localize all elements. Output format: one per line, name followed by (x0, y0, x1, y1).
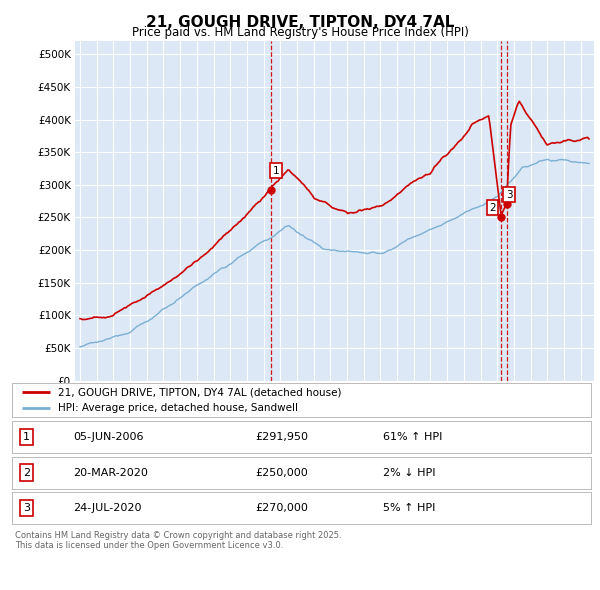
Text: 61% ↑ HPI: 61% ↑ HPI (383, 432, 442, 442)
Text: £291,950: £291,950 (255, 432, 308, 442)
Text: 3: 3 (506, 189, 512, 199)
Text: 20-MAR-2020: 20-MAR-2020 (73, 468, 148, 477)
Text: 2% ↓ HPI: 2% ↓ HPI (383, 468, 435, 477)
Text: HPI: Average price, detached house, Sandwell: HPI: Average price, detached house, Sand… (58, 403, 298, 413)
Text: £250,000: £250,000 (255, 468, 308, 477)
Text: 05-JUN-2006: 05-JUN-2006 (73, 432, 143, 442)
Text: This data is licensed under the Open Government Licence v3.0.: This data is licensed under the Open Gov… (15, 541, 283, 550)
Text: 21, GOUGH DRIVE, TIPTON, DY4 7AL (detached house): 21, GOUGH DRIVE, TIPTON, DY4 7AL (detach… (58, 387, 342, 397)
Text: 5% ↑ HPI: 5% ↑ HPI (383, 503, 435, 513)
Text: 2: 2 (23, 468, 30, 477)
Text: Contains HM Land Registry data © Crown copyright and database right 2025.: Contains HM Land Registry data © Crown c… (15, 531, 341, 540)
Text: Price paid vs. HM Land Registry's House Price Index (HPI): Price paid vs. HM Land Registry's House … (131, 26, 469, 39)
Text: £270,000: £270,000 (255, 503, 308, 513)
Text: 1: 1 (272, 166, 279, 175)
Text: 2: 2 (489, 202, 496, 212)
Text: 24-JUL-2020: 24-JUL-2020 (73, 503, 141, 513)
Text: 21, GOUGH DRIVE, TIPTON, DY4 7AL: 21, GOUGH DRIVE, TIPTON, DY4 7AL (146, 15, 454, 30)
Text: 3: 3 (23, 503, 30, 513)
Text: 1: 1 (23, 432, 30, 442)
